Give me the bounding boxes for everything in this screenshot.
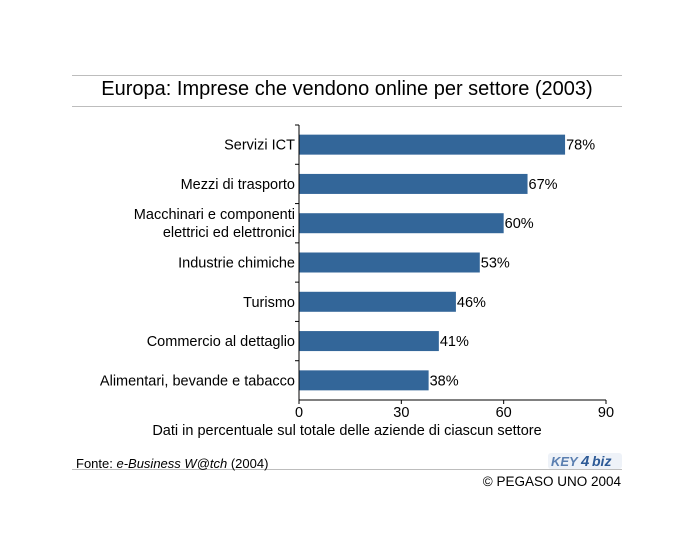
x-tick-label-3: 90 <box>598 405 614 421</box>
category-label-1-line-0: Mezzi di trasporto <box>181 177 295 193</box>
value-labels-group: 78% 67% 60% 53% 46% 41% 38% <box>430 138 596 390</box>
x-axis-label: Dati in percentuale sul totale delle azi… <box>152 423 542 439</box>
value-label-2: 60% <box>505 216 534 232</box>
bar-5 <box>299 331 439 352</box>
source-suffix: (2004) <box>227 456 269 471</box>
x-axis: 0 30 60 90 <box>295 124 614 421</box>
value-label-5: 41% <box>440 334 469 350</box>
bars-group <box>299 134 566 391</box>
value-label-4: 46% <box>457 295 486 311</box>
category-label-5-line-0: Commercio al dettaglio <box>147 334 295 350</box>
logo-biz-text: biz <box>592 453 611 469</box>
bar-0 <box>299 134 566 155</box>
category-label-2-line-0: Macchinari e componenti <box>134 207 295 223</box>
category-label-3-line-0: Industrie chimiche <box>178 256 295 272</box>
logo-background <box>548 453 622 469</box>
category-label-2-line-1: elettrici ed elettronici <box>163 225 295 241</box>
category-label-6-line-0: Alimentari, bevande e tabacco <box>100 373 295 389</box>
category-labels-group: Servizi ICT Mezzi di trasporto Macchinari … <box>100 138 295 390</box>
value-label-1: 67% <box>529 177 558 193</box>
x-tick-label-1: 30 <box>393 405 409 421</box>
category-label-4-line-0: Turismo <box>243 295 295 311</box>
value-label-0: 78% <box>566 138 595 154</box>
title-underline <box>72 106 622 107</box>
source-name: e-Business W@tch <box>116 456 228 471</box>
source-note: Fonte: e-Business W@tch (2004) <box>76 456 268 471</box>
value-label-3: 53% <box>481 256 510 272</box>
key4biz-logo: KEY 4 biz <box>548 453 622 470</box>
source-prefix: Fonte: <box>76 456 117 471</box>
chart-title: Europa: Imprese che vendono online per s… <box>101 78 593 100</box>
bar-4 <box>299 291 456 312</box>
logo-four-text: 4 <box>580 453 590 470</box>
x-tick-label-2: 60 <box>496 405 512 421</box>
bar-2 <box>299 213 504 234</box>
top-rule <box>72 75 622 76</box>
copyright: © PEGASO UNO 2004 <box>482 474 621 489</box>
x-tick-label-0: 0 <box>295 405 303 421</box>
bar-3 <box>299 252 480 273</box>
logo-key-text: KEY <box>551 454 579 469</box>
category-label-0-line-0: Servizi ICT <box>224 138 295 154</box>
bar-6 <box>299 370 429 391</box>
value-label-6: 38% <box>430 373 459 389</box>
footer-rule <box>72 469 622 470</box>
bar-1 <box>299 173 528 194</box>
